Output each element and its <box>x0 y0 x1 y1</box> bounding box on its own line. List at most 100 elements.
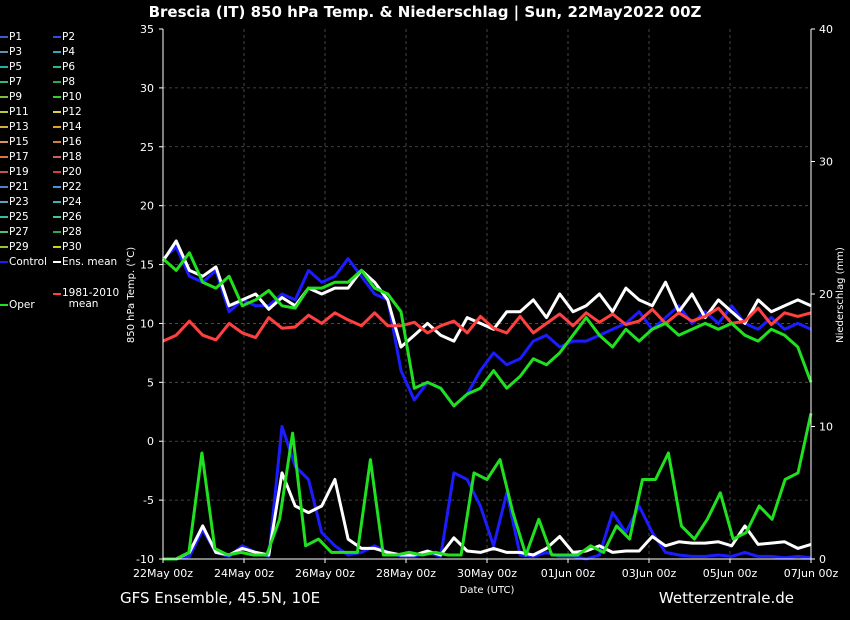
legend-item: P30 <box>53 242 82 253</box>
legend-item: P8 <box>53 77 75 88</box>
y-tick-label: 15 <box>140 259 154 272</box>
legend-swatch <box>53 126 61 128</box>
legend-swatch <box>53 51 61 53</box>
legend-label: Ens. mean <box>62 256 118 268</box>
x-tick-label: 03Jun 00z <box>622 567 677 580</box>
temperature-lines <box>161 239 813 408</box>
y-tick-label: 5 <box>147 376 154 389</box>
legend-swatch <box>0 36 8 38</box>
legend-item: P2 <box>53 32 75 43</box>
legend-swatch <box>0 261 8 263</box>
legend: P1 P2 P3 P4 P5 P6 P7 P8 P9 P10 P11 P12 P13 P14 P15 P16 P… <box>0 32 135 322</box>
legend-item: P26 <box>53 212 82 223</box>
legend-label: P3 <box>9 46 23 58</box>
x-tick-label: 22May 00z <box>133 567 193 580</box>
legend-item: Oper <box>0 300 35 311</box>
legend-label: P11 <box>9 106 29 118</box>
legend-swatch <box>53 36 61 38</box>
y-right-tick-label: 30 <box>819 156 833 169</box>
legend-label: P16 <box>62 136 82 148</box>
legend-item: P24 <box>53 197 82 208</box>
legend-swatch <box>0 304 8 306</box>
legend-swatch <box>53 231 61 233</box>
legend-label: P26 <box>62 211 82 223</box>
precip-line-oper <box>163 412 813 561</box>
legend-label: P28 <box>62 226 82 238</box>
legend-item: P27 <box>0 227 29 238</box>
footer-source: GFS Ensemble, 45.5N, 10E <box>120 589 321 607</box>
y-right-tick-label: 10 <box>819 421 833 434</box>
legend-item: P11 <box>0 107 29 118</box>
legend-swatch <box>53 141 61 143</box>
legend-label: P30 <box>62 241 82 253</box>
x-tick-label: 28May 00z <box>376 567 436 580</box>
legend-label: P9 <box>9 91 23 103</box>
legend-label: P17 <box>9 151 29 163</box>
x-tick-label: 24May 00z <box>214 567 274 580</box>
chart-title: Brescia (IT) 850 hPa Temp. & Niederschla… <box>148 3 702 21</box>
legend-item: Ens. mean <box>53 257 117 268</box>
legend-swatch <box>0 186 8 188</box>
legend-item: P25 <box>0 212 29 223</box>
y-right-tick-label: 0 <box>819 553 826 566</box>
y-right-tick-label: 40 <box>819 23 833 36</box>
legend-item: P19 <box>0 167 29 178</box>
x-tick-label: 30May 00z <box>457 567 517 580</box>
legend-item: P13 <box>0 122 29 133</box>
legend-label: P10 <box>62 91 82 103</box>
legend-label: P4 <box>62 46 76 58</box>
y-tick-label: -10 <box>136 553 154 566</box>
precipitation-lines <box>163 412 813 561</box>
legend-item: P28 <box>53 227 82 238</box>
legend-swatch <box>0 81 8 83</box>
legend-item: P12 <box>53 107 82 118</box>
legend-swatch <box>0 156 8 158</box>
legend-item: P20 <box>53 167 82 178</box>
legend-label: P6 <box>62 61 76 73</box>
legend-swatch <box>0 246 8 248</box>
legend-swatch <box>53 216 61 218</box>
legend-item: P17 <box>0 152 29 163</box>
legend-label: Control <box>9 256 47 268</box>
legend-swatch <box>53 81 61 83</box>
legend-item: P4 <box>53 47 75 58</box>
legend-swatch <box>53 293 61 295</box>
legend-label: P24 <box>62 196 82 208</box>
legend-item: P3 <box>0 47 22 58</box>
legend-swatch <box>0 231 8 233</box>
legend-label: P27 <box>9 226 29 238</box>
legend-item: P23 <box>0 197 29 208</box>
legend-item: P16 <box>53 137 82 148</box>
legend-label: Oper <box>9 299 35 311</box>
legend-item: 1981-2010 mean <box>53 288 119 310</box>
legend-label: P18 <box>62 151 82 163</box>
legend-label: P20 <box>62 166 82 178</box>
y-tick-label: -5 <box>143 494 154 507</box>
legend-label: P23 <box>9 196 29 208</box>
legend-label: P8 <box>62 76 76 88</box>
legend-item: P5 <box>0 62 22 73</box>
legend-swatch <box>53 171 61 173</box>
legend-swatch <box>53 111 61 113</box>
y-axis-label-left: 850 hPa Temp. (°C) <box>126 247 137 343</box>
y-axis-label-right: Niederschlag (mm) <box>835 247 846 343</box>
temp-line-1981-2010-mean <box>162 306 812 343</box>
legend-swatch <box>0 171 8 173</box>
legend-label: P2 <box>62 31 76 43</box>
legend-swatch <box>0 66 8 68</box>
legend-label: P7 <box>9 76 23 88</box>
y-tick-label: 10 <box>140 317 154 330</box>
legend-item: P7 <box>0 77 22 88</box>
legend-label: P14 <box>62 121 82 133</box>
legend-label: P5 <box>9 61 23 73</box>
legend-item: P21 <box>0 182 29 193</box>
legend-label: 1981-2010 mean <box>62 287 120 310</box>
legend-label: P1 <box>9 31 23 43</box>
legend-swatch <box>0 141 8 143</box>
legend-item: P10 <box>53 92 82 103</box>
temp-line-oper <box>162 251 813 408</box>
legend-item: P18 <box>53 152 82 163</box>
x-axis-label: Date (UTC) <box>460 585 515 596</box>
legend-swatch <box>0 201 8 203</box>
